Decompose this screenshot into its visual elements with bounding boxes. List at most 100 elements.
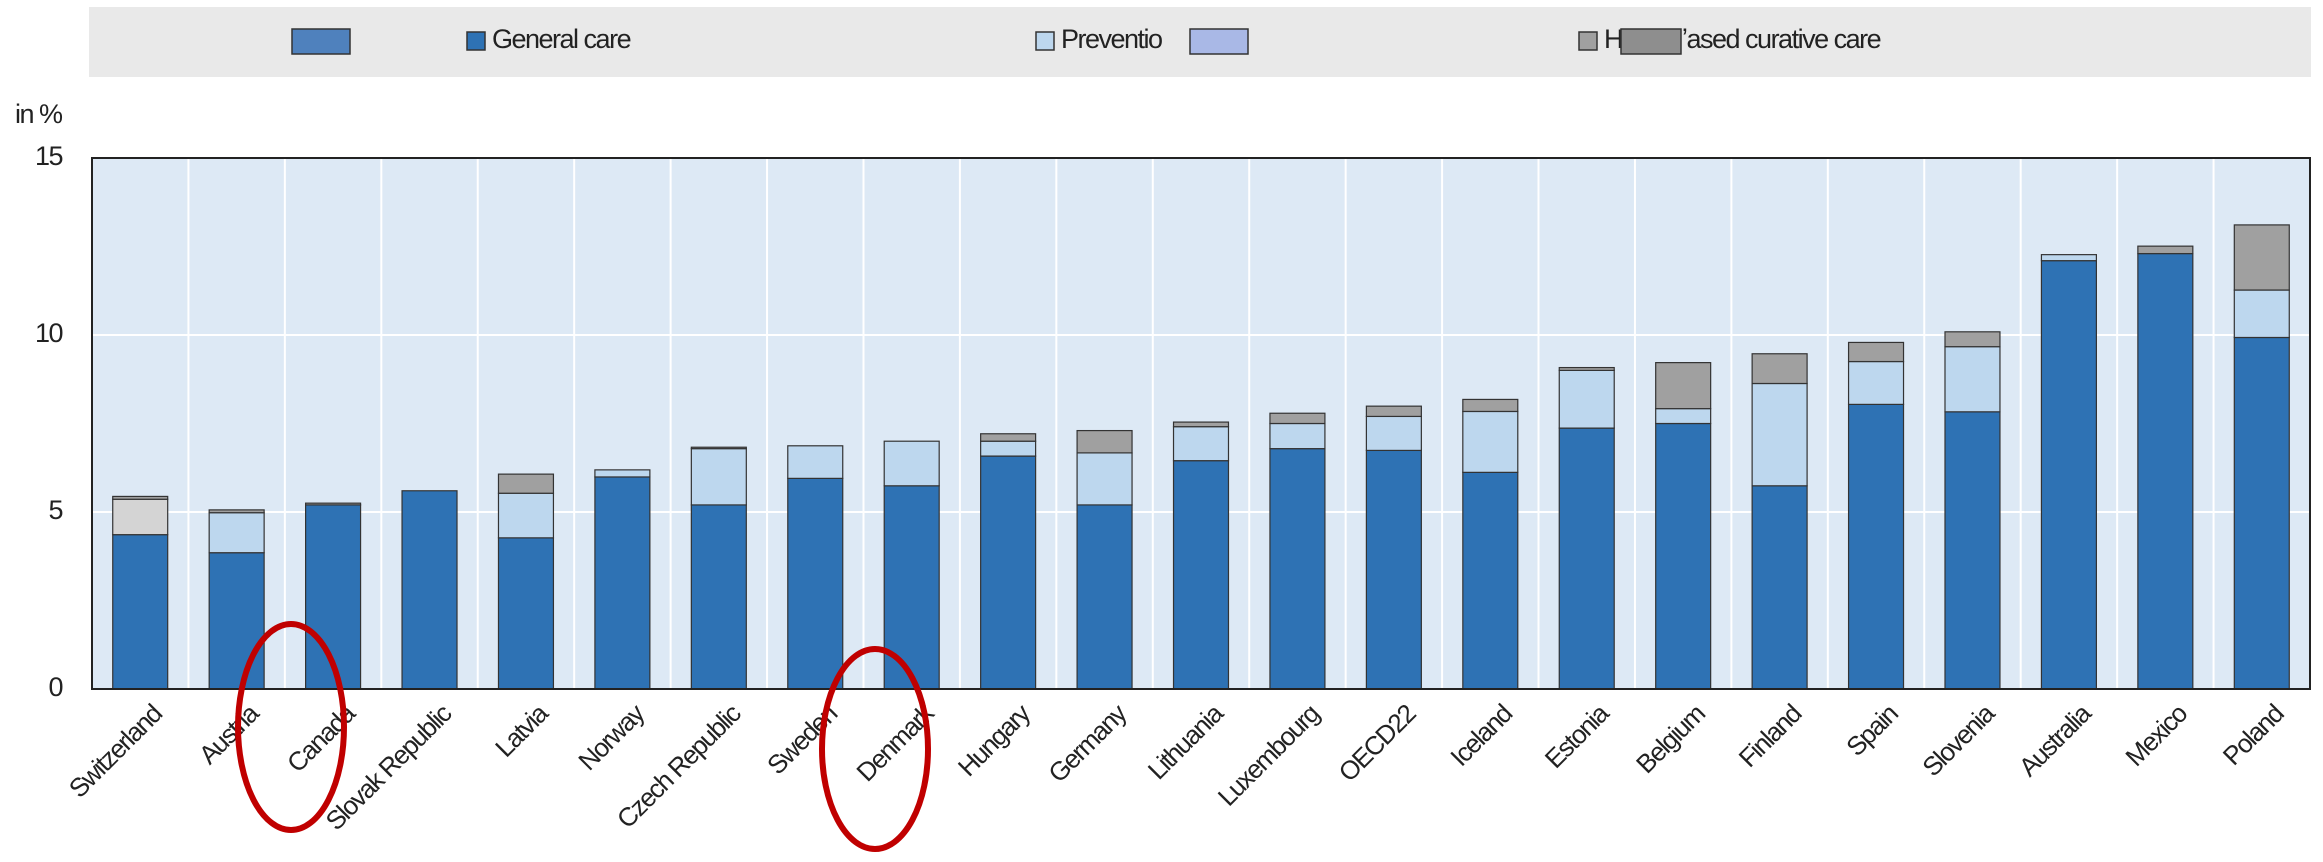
legend-overlay — [1620, 28, 1682, 55]
bar-segment — [208, 552, 265, 690]
x-tick-label: Finland — [1733, 699, 1807, 773]
bar-segment — [1558, 427, 1615, 690]
bar-segment — [1076, 452, 1133, 506]
bar-segment — [1365, 449, 1422, 690]
y-tick-label: 0 — [48, 672, 62, 702]
x-tick-label: Germany — [1042, 698, 1132, 788]
bar-segment — [1655, 362, 1712, 410]
bar-segment — [1751, 485, 1808, 690]
bar-segment — [1462, 398, 1519, 413]
bar-segment — [2040, 254, 2097, 262]
bar-segment — [112, 495, 169, 500]
plot-frame — [91, 157, 2311, 690]
bar-segment — [1269, 422, 1326, 450]
x-tick-label: Australia — [2013, 697, 2098, 782]
bar-segment — [980, 433, 1037, 442]
bar-segment — [1172, 460, 1230, 690]
bar-segment — [1655, 422, 1712, 690]
bar-segment — [980, 455, 1037, 690]
x-tick-label: OECD22 — [1333, 698, 1422, 787]
bar-segment — [497, 492, 555, 539]
bar-segment — [1751, 353, 1808, 385]
bar-segment — [1269, 412, 1326, 425]
legend: General care Preventio H ʼased curative car… — [466, 24, 1882, 54]
bar-segment — [1751, 382, 1808, 487]
legend-label: ʼased curative care — [1682, 24, 1881, 54]
bar-segment — [1944, 331, 2001, 348]
x-tick-label: Latvia — [489, 697, 554, 762]
bar-segment — [690, 504, 747, 690]
bar-segment — [208, 509, 265, 514]
x-tick-label: Belgium — [1630, 699, 1710, 779]
bar-segment — [1944, 411, 2001, 690]
legend-label: H — [1604, 24, 1622, 54]
bar-segment — [2233, 224, 2290, 291]
bar-segment — [1365, 405, 1422, 418]
bar-segment — [112, 498, 169, 536]
bar-segment — [1269, 448, 1326, 690]
bar-segment — [690, 446, 747, 450]
bar-segment — [1076, 429, 1133, 454]
bar-segment — [497, 473, 555, 494]
highlight-circle — [819, 646, 931, 852]
legend-overlay — [291, 28, 351, 55]
x-tick-label: Canada — [281, 697, 362, 778]
bar-segment — [2233, 289, 2290, 339]
legend-overlay — [1189, 28, 1249, 55]
x-tick-label: Slovenia — [1916, 697, 2001, 782]
legend-label: General care — [492, 24, 631, 54]
x-tick-label: Estonia — [1539, 697, 1616, 774]
x-tick-label: Spain — [1840, 699, 1903, 762]
legend-swatch — [1035, 31, 1055, 51]
bar-segment — [1462, 410, 1519, 473]
bar-segment — [1172, 426, 1230, 462]
bar-segment — [2137, 245, 2194, 255]
x-tick-label: Mexico — [2119, 698, 2193, 772]
bar-segment — [1847, 360, 1905, 405]
y-tick-label: 5 — [48, 495, 62, 525]
bar-segment — [2137, 252, 2194, 690]
bar-segment — [883, 440, 940, 487]
bar-segment — [1558, 366, 1615, 371]
legend-swatch — [466, 31, 486, 51]
bar-segment — [305, 502, 362, 506]
y-tick-label: 10 — [35, 318, 63, 348]
bar-segment — [401, 490, 458, 690]
x-tick-label: Switzerland — [63, 699, 168, 804]
legend-swatch — [1578, 31, 1598, 51]
bar-segment — [497, 537, 555, 690]
bar-segment — [594, 469, 651, 478]
x-tick-label: Luxembourg — [1212, 699, 1325, 812]
bar-segment — [1365, 415, 1422, 452]
bar-segment — [594, 476, 651, 690]
bar-segment — [1847, 341, 1905, 363]
bar-segment — [1847, 403, 1905, 690]
bar-segment — [883, 485, 940, 690]
x-tick-label: Lithuania — [1142, 697, 1230, 785]
x-tick-label: Poland — [2217, 699, 2289, 771]
bar-segment — [208, 512, 265, 554]
x-tick-label: Sweden — [761, 699, 842, 780]
bar-segment — [1172, 421, 1230, 428]
y-tick-label: 15 — [35, 141, 63, 171]
bar-segment — [112, 534, 169, 690]
bar-segment — [1655, 408, 1712, 425]
highlight-circle — [235, 621, 347, 833]
bar-segment — [2040, 260, 2097, 690]
x-tick-label: Austria — [193, 697, 265, 769]
legend-label: Preventio — [1061, 24, 1162, 54]
bar-segment — [1076, 504, 1133, 690]
y-axis-label: in % — [15, 99, 63, 129]
x-tick-label: Norway — [572, 698, 650, 776]
x-tick-label: Hungary — [952, 698, 1036, 782]
bar-segment — [2233, 336, 2290, 690]
bar-segment — [1558, 369, 1615, 429]
bar-segment — [1944, 346, 2001, 413]
bar-segment — [787, 445, 844, 479]
x-tick-label: Iceland — [1444, 699, 1517, 772]
bar-segment — [690, 448, 747, 506]
bar-segment — [787, 477, 844, 690]
bar-segment — [1462, 471, 1519, 690]
bar-segment — [980, 440, 1037, 457]
